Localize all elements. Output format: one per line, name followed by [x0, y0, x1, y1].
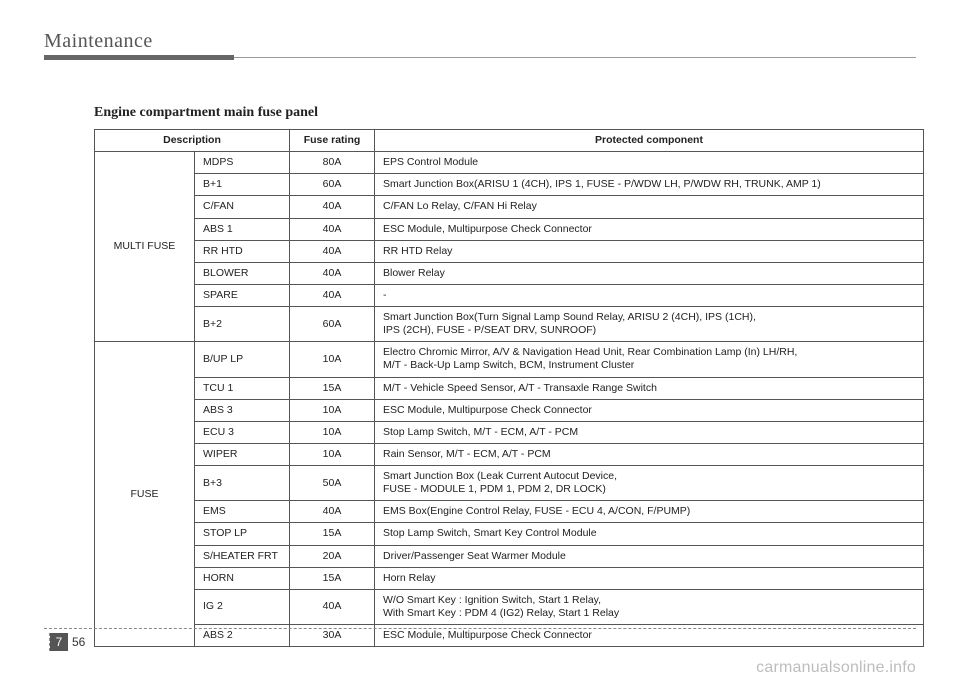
table-row: IG 240AW/O Smart Key : Ignition Switch, …	[95, 589, 924, 624]
cell-component: RR HTD Relay	[375, 240, 924, 262]
table-row: FUSEB/UP LP10AElectro Chromic Mirror, A/…	[95, 342, 924, 377]
table-row: BLOWER40ABlower Relay	[95, 262, 924, 284]
cell-description: B+1	[195, 174, 290, 196]
col-description: Description	[95, 130, 290, 152]
cell-component: Stop Lamp Switch, M/T - ECM, A/T - PCM	[375, 421, 924, 443]
cell-component: M/T - Vehicle Speed Sensor, A/T - Transa…	[375, 377, 924, 399]
cell-component: W/O Smart Key : Ignition Switch, Start 1…	[375, 589, 924, 624]
cell-rating: 40A	[290, 284, 375, 306]
cell-description: RR HTD	[195, 240, 290, 262]
table-row: STOP LP15AStop Lamp Switch, Smart Key Co…	[95, 523, 924, 545]
cell-component: ESC Module, Multipurpose Check Connector	[375, 218, 924, 240]
cell-component: Smart Junction Box(ARISU 1 (4CH), IPS 1,…	[375, 174, 924, 196]
col-fuse-rating: Fuse rating	[290, 130, 375, 152]
page-title: Maintenance	[44, 30, 916, 53]
footer-page: 7 56	[44, 633, 916, 651]
table-row: ABS 140AESC Module, Multipurpose Check C…	[95, 218, 924, 240]
cell-description: SPARE	[195, 284, 290, 306]
cell-description: EMS	[195, 501, 290, 523]
cell-rating: 60A	[290, 174, 375, 196]
cell-component: Smart Junction Box(Turn Signal Lamp Soun…	[375, 307, 924, 342]
cell-rating: 10A	[290, 421, 375, 443]
cell-description: ECU 3	[195, 421, 290, 443]
cell-component: Blower Relay	[375, 262, 924, 284]
section-number: 7	[50, 633, 68, 651]
table-row: S/HEATER FRT20ADriver/Passenger Seat War…	[95, 545, 924, 567]
cell-description: STOP LP	[195, 523, 290, 545]
cell-component: C/FAN Lo Relay, C/FAN Hi Relay	[375, 196, 924, 218]
cell-component: Smart Junction Box (Leak Current Autocut…	[375, 466, 924, 501]
table-row: ABS 310AESC Module, Multipurpose Check C…	[95, 399, 924, 421]
cell-rating: 15A	[290, 523, 375, 545]
cell-rating: 40A	[290, 196, 375, 218]
table-row: C/FAN40AC/FAN Lo Relay, C/FAN Hi Relay	[95, 196, 924, 218]
cell-component: Horn Relay	[375, 567, 924, 589]
cell-rating: 10A	[290, 342, 375, 377]
header-rule	[44, 55, 916, 61]
cell-rating: 40A	[290, 218, 375, 240]
table-row: EMS40AEMS Box(Engine Control Relay, FUSE…	[95, 501, 924, 523]
subtitle: Engine compartment main fuse panel	[94, 105, 916, 121]
cell-component: EPS Control Module	[375, 152, 924, 174]
cell-description: B/UP LP	[195, 342, 290, 377]
cell-description: MDPS	[195, 152, 290, 174]
table-row: SPARE40A-	[95, 284, 924, 306]
cell-description: WIPER	[195, 443, 290, 465]
table-row: RR HTD40ARR HTD Relay	[95, 240, 924, 262]
cell-rating: 50A	[290, 466, 375, 501]
cell-description: HORN	[195, 567, 290, 589]
table-row: ECU 310AStop Lamp Switch, M/T - ECM, A/T…	[95, 421, 924, 443]
cell-rating: 40A	[290, 501, 375, 523]
cell-rating: 60A	[290, 307, 375, 342]
cell-rating: 15A	[290, 567, 375, 589]
cell-description: TCU 1	[195, 377, 290, 399]
group-label: FUSE	[95, 342, 195, 647]
cell-rating: 10A	[290, 443, 375, 465]
cell-description: ABS 1	[195, 218, 290, 240]
table-row: HORN15AHorn Relay	[95, 567, 924, 589]
table-row: B+350ASmart Junction Box (Leak Current A…	[95, 466, 924, 501]
footer-dotted-rule	[44, 628, 916, 629]
cell-description: IG 2	[195, 589, 290, 624]
cell-component: EMS Box(Engine Control Relay, FUSE - ECU…	[375, 501, 924, 523]
table-row: WIPER10ARain Sensor, M/T - ECM, A/T - PC…	[95, 443, 924, 465]
cell-description: ABS 3	[195, 399, 290, 421]
cell-rating: 40A	[290, 262, 375, 284]
table-body: MULTI FUSEMDPS80AEPS Control ModuleB+160…	[95, 152, 924, 647]
cell-description: B+2	[195, 307, 290, 342]
fuse-table: Description Fuse rating Protected compon…	[94, 129, 924, 647]
table-row: TCU 115AM/T - Vehicle Speed Sensor, A/T …	[95, 377, 924, 399]
cell-description: C/FAN	[195, 196, 290, 218]
footer-dotted-vertical	[44, 633, 50, 651]
footer: 7 56	[44, 628, 916, 651]
cell-description: S/HEATER FRT	[195, 545, 290, 567]
table-row: B+260ASmart Junction Box(Turn Signal Lam…	[95, 307, 924, 342]
cell-description: BLOWER	[195, 262, 290, 284]
cell-rating: 80A	[290, 152, 375, 174]
cell-rating: 20A	[290, 545, 375, 567]
page: Maintenance Engine compartment main fuse…	[0, 0, 960, 689]
cell-description: B+3	[195, 466, 290, 501]
cell-rating: 15A	[290, 377, 375, 399]
cell-rating: 40A	[290, 240, 375, 262]
cell-component: Stop Lamp Switch, Smart Key Control Modu…	[375, 523, 924, 545]
cell-rating: 40A	[290, 589, 375, 624]
col-protected-component: Protected component	[375, 130, 924, 152]
cell-component: Driver/Passenger Seat Warmer Module	[375, 545, 924, 567]
cell-component: -	[375, 284, 924, 306]
cell-component: Rain Sensor, M/T - ECM, A/T - PCM	[375, 443, 924, 465]
table-header-row: Description Fuse rating Protected compon…	[95, 130, 924, 152]
cell-component: Electro Chromic Mirror, A/V & Navigation…	[375, 342, 924, 377]
table-row: MULTI FUSEMDPS80AEPS Control Module	[95, 152, 924, 174]
page-number: 56	[68, 633, 85, 651]
cell-component: ESC Module, Multipurpose Check Connector	[375, 399, 924, 421]
table-row: B+160ASmart Junction Box(ARISU 1 (4CH), …	[95, 174, 924, 196]
group-label: MULTI FUSE	[95, 152, 195, 342]
watermark: carmanualsonline.info	[756, 659, 916, 677]
cell-rating: 10A	[290, 399, 375, 421]
